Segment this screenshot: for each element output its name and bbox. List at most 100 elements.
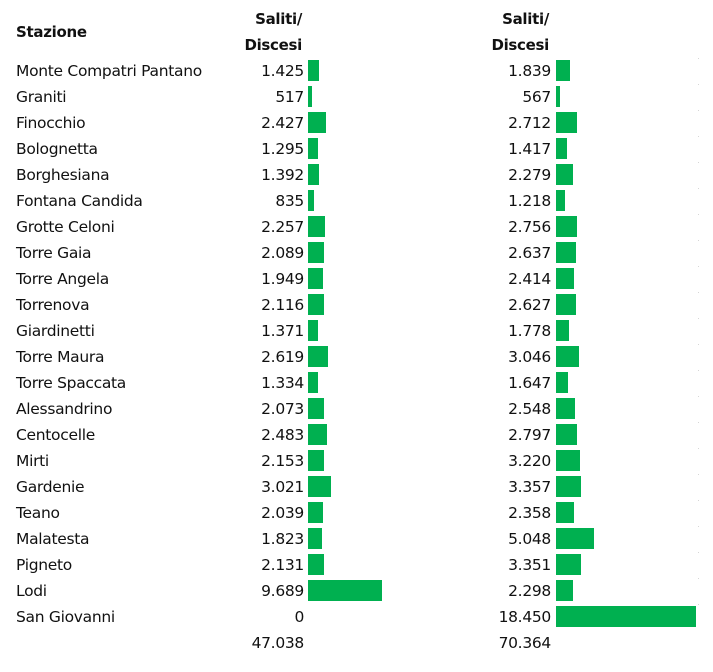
data-bar-col1 bbox=[308, 424, 327, 445]
data-bar-col1 bbox=[308, 164, 319, 185]
header-station: Stazione bbox=[16, 23, 87, 41]
value-col2: 3.351 bbox=[508, 556, 551, 574]
data-bar-col1 bbox=[308, 190, 314, 211]
table-row: Teano 2.039 2.358 bbox=[0, 500, 713, 526]
data-bar-col1 bbox=[308, 60, 319, 81]
totals-row: 47.038 70.364 bbox=[0, 630, 713, 656]
value-col1: 0 bbox=[294, 608, 304, 626]
gridline-tick bbox=[698, 136, 699, 137]
value-col2: 2.756 bbox=[508, 218, 551, 236]
gridline-tick bbox=[698, 396, 699, 397]
station-name: Finocchio bbox=[16, 114, 86, 132]
value-col1: 2.116 bbox=[261, 296, 304, 314]
gridline-tick bbox=[698, 318, 699, 319]
value-col1: 1.371 bbox=[261, 322, 304, 340]
table-row: Torrenova 2.116 2.627 bbox=[0, 292, 713, 318]
table-row: Centocelle 2.483 2.797 bbox=[0, 422, 713, 448]
value-col2: 1.218 bbox=[508, 192, 551, 210]
table-row: Torre Angela 1.949 2.414 bbox=[0, 266, 713, 292]
table-row: Bolognetta 1.295 1.417 bbox=[0, 136, 713, 162]
gridline-tick bbox=[698, 344, 699, 345]
data-bar-col1 bbox=[308, 268, 323, 289]
total-col2: 70.364 bbox=[498, 634, 552, 652]
value-col2: 2.279 bbox=[508, 166, 551, 184]
value-col1: 835 bbox=[275, 192, 304, 210]
gridline-tick bbox=[698, 578, 699, 579]
data-bar-col2 bbox=[556, 138, 567, 159]
data-bar-col2 bbox=[556, 372, 568, 393]
gridline-tick bbox=[698, 84, 699, 85]
data-bar-col2 bbox=[556, 398, 575, 419]
data-bar-col2 bbox=[556, 424, 577, 445]
value-col1: 2.153 bbox=[261, 452, 304, 470]
station-name: Torre Gaia bbox=[16, 244, 92, 262]
value-col2: 2.548 bbox=[508, 400, 551, 418]
station-name: Giardinetti bbox=[16, 322, 95, 340]
value-col1: 2.257 bbox=[261, 218, 304, 236]
value-col2: 1.647 bbox=[508, 374, 551, 392]
value-col2: 2.797 bbox=[508, 426, 551, 444]
value-col1: 2.073 bbox=[261, 400, 304, 418]
gridline-tick bbox=[698, 448, 699, 449]
total-col1: 47.038 bbox=[251, 634, 305, 652]
value-col1: 2.089 bbox=[261, 244, 304, 262]
gridline-tick bbox=[698, 604, 699, 605]
data-bar-col2 bbox=[556, 450, 580, 471]
gridline-tick bbox=[698, 292, 699, 293]
value-col2: 2.414 bbox=[508, 270, 551, 288]
station-name: Teano bbox=[16, 504, 60, 522]
data-bar-col2 bbox=[556, 164, 573, 185]
station-name: Fontana Candida bbox=[16, 192, 143, 210]
value-col2: 18.450 bbox=[498, 608, 552, 626]
value-col1: 2.131 bbox=[261, 556, 304, 574]
station-name: Grotte Celoni bbox=[16, 218, 115, 236]
gridline-tick bbox=[698, 370, 699, 371]
station-name: Torrenova bbox=[16, 296, 90, 314]
value-col2: 3.046 bbox=[508, 348, 551, 366]
data-bar-col1 bbox=[308, 320, 318, 341]
data-bar-col2 bbox=[556, 60, 570, 81]
table-row: Borghesiana 1.392 2.279 bbox=[0, 162, 713, 188]
table-row: Pigneto 2.131 3.351 bbox=[0, 552, 713, 578]
data-bar-col2 bbox=[556, 346, 579, 367]
header-col1-line2: Discesi bbox=[244, 36, 302, 54]
table-row: Grotte Celoni 2.257 2.756 bbox=[0, 214, 713, 240]
value-col2: 2.358 bbox=[508, 504, 551, 522]
value-col1: 9.689 bbox=[261, 582, 304, 600]
data-bar-col1 bbox=[308, 372, 318, 393]
station-name: Mirti bbox=[16, 452, 49, 470]
data-table: Monte Compatri Pantano 1.425 1.839 Graniti 5… bbox=[0, 58, 713, 656]
station-name: Centocelle bbox=[16, 426, 95, 444]
station-name: Torre Angela bbox=[16, 270, 109, 288]
value-col1: 1.392 bbox=[261, 166, 304, 184]
station-name: San Giovanni bbox=[16, 608, 115, 626]
value-col2: 2.712 bbox=[508, 114, 551, 132]
header-col1: Saliti/ Discesi bbox=[212, 6, 302, 58]
table-row: Torre Maura 2.619 3.046 bbox=[0, 344, 713, 370]
value-col1: 3.021 bbox=[261, 478, 304, 496]
data-bar-col1 bbox=[308, 346, 328, 367]
data-bar-col1 bbox=[308, 112, 326, 133]
data-bar-col2 bbox=[556, 216, 577, 237]
station-name: Pigneto bbox=[16, 556, 72, 574]
data-bar-col2 bbox=[556, 554, 581, 575]
gridline-tick bbox=[698, 162, 699, 163]
data-bar-col2 bbox=[556, 528, 594, 549]
gridline-tick bbox=[698, 266, 699, 267]
data-bar-col2 bbox=[556, 294, 576, 315]
data-bar-col2 bbox=[556, 502, 574, 523]
gridline-tick bbox=[698, 188, 699, 189]
station-name: Lodi bbox=[16, 582, 47, 600]
data-bar-col1 bbox=[308, 216, 325, 237]
station-name: Malatesta bbox=[16, 530, 90, 548]
station-name: Torre Spaccata bbox=[16, 374, 127, 392]
value-col1: 2.039 bbox=[261, 504, 304, 522]
data-bar-col2 bbox=[556, 268, 574, 289]
data-bar-col2 bbox=[556, 190, 565, 211]
value-col2: 2.637 bbox=[508, 244, 551, 262]
station-name: Torre Maura bbox=[16, 348, 105, 366]
station-name: Borghesiana bbox=[16, 166, 110, 184]
gridline-tick bbox=[698, 552, 699, 553]
table-row: Gardenie 3.021 3.357 bbox=[0, 474, 713, 500]
value-col2: 1.778 bbox=[508, 322, 551, 340]
